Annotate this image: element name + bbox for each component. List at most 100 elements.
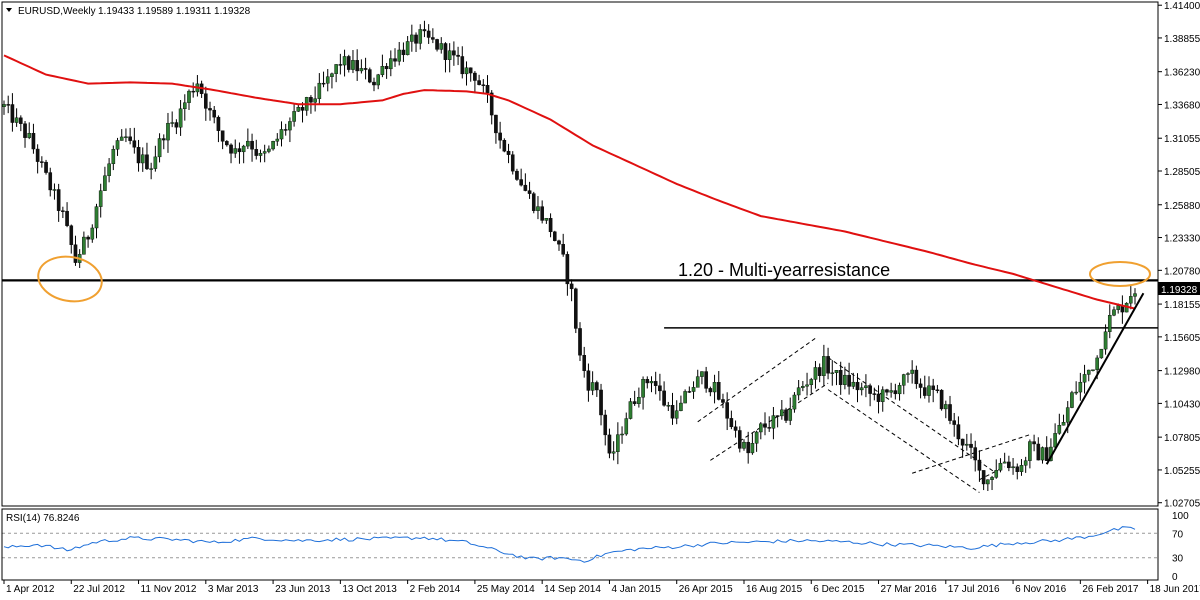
candle-bullish (1103, 331, 1108, 350)
candle-bullish (611, 451, 616, 454)
candle-bullish (1128, 296, 1133, 304)
candle-bullish (410, 34, 414, 42)
candle-bearish (645, 379, 650, 384)
candle-bullish (233, 148, 238, 154)
candle-bullish (418, 29, 423, 44)
candle-bearish (23, 123, 27, 138)
candle-bullish (27, 132, 32, 138)
candle-bullish (351, 60, 355, 70)
candle-bullish (94, 206, 99, 229)
candle-bearish (956, 424, 961, 440)
y-tick-label: 1.20780 (1164, 266, 1200, 277)
candle-bearish (502, 140, 507, 152)
candle-bearish (767, 427, 772, 429)
candle-bullish (389, 58, 393, 70)
candle-bullish (813, 367, 818, 380)
candle-bearish (725, 402, 729, 419)
y-tick-label: 1.31055 (1164, 134, 1200, 145)
candle-bullish (759, 423, 763, 433)
candle-bullish (910, 369, 914, 374)
candle-bearish (300, 107, 305, 111)
candle-bullish (666, 405, 671, 407)
candle-bearish (212, 109, 217, 118)
candle-bullish (90, 227, 95, 240)
candle-bearish (826, 356, 830, 374)
y-tick-label: 1.25880 (1164, 201, 1200, 212)
candle-bullish (1053, 433, 1057, 448)
candle-bullish (405, 41, 410, 56)
candle-bearish (973, 447, 978, 461)
candle-bearish (670, 405, 675, 419)
candle-bullish (439, 43, 444, 50)
candle-bearish (1032, 441, 1036, 445)
candle-bullish (834, 370, 839, 373)
candle-bullish (187, 90, 191, 103)
candle-bullish (780, 409, 784, 417)
candle-bullish (628, 401, 633, 419)
rsi-tick-label: 30 (1172, 554, 1184, 565)
candle-bullish (82, 236, 86, 255)
candle-bearish (939, 389, 944, 410)
candle-bullish (464, 67, 469, 75)
highlight-ellipse-current (1089, 261, 1151, 287)
candle-bearish (208, 108, 212, 111)
candle-bearish (401, 49, 406, 56)
candle-bullish (851, 381, 856, 387)
candle-bearish (204, 93, 208, 109)
candle-bearish (548, 218, 553, 233)
y-tick-label: 1.18155 (1164, 300, 1200, 311)
candle-bearish (586, 370, 591, 391)
candle-bearish (607, 434, 612, 454)
candle-bullish (2, 104, 6, 107)
rsi-panel (2, 526, 1158, 563)
candle-bearish (477, 80, 481, 85)
y-tick-label: 1.41400 (1164, 1, 1200, 12)
candle-bullish (246, 140, 250, 147)
candle-bullish (1057, 425, 1062, 434)
candle-bullish (880, 389, 885, 402)
candle-bearish (346, 56, 351, 70)
candle-bullish (927, 385, 931, 396)
candle-bullish (712, 382, 717, 393)
channel-up-top (697, 337, 816, 423)
candle-bearish (283, 129, 288, 131)
candle-bullish (674, 410, 679, 419)
moving-average-line (3, 54, 1136, 310)
candle-bullish (182, 102, 187, 110)
candle-bullish (679, 402, 683, 411)
candle-bearish (40, 161, 44, 163)
candle-bearish (161, 138, 166, 141)
candle-bullish (754, 431, 759, 444)
candle-bullish (897, 385, 902, 395)
candle-bearish (367, 69, 372, 83)
candle-bullish (14, 117, 19, 123)
candle-bearish (1036, 443, 1041, 461)
candle-bearish (523, 184, 528, 191)
candle-bullish (275, 138, 280, 142)
candle-bearish (931, 385, 935, 390)
candle-bearish (431, 37, 435, 40)
candle-bullish (313, 98, 317, 103)
candle-bearish (220, 130, 225, 142)
rsi-panel-frame (1, 508, 1159, 581)
y-tick-label: 1.15605 (1164, 333, 1200, 344)
candle-bullish (292, 111, 296, 122)
candle-bearish (468, 67, 473, 74)
candle-bearish (229, 144, 233, 154)
candle-bearish (557, 240, 561, 245)
candle-bullish (124, 136, 128, 138)
candle-bearish (658, 385, 662, 392)
candle-bearish (838, 370, 843, 385)
candle-bullish (170, 122, 174, 124)
candle-bullish (637, 397, 641, 404)
x-tick-label: 16 Aug 2015 (746, 584, 803, 595)
candle-bearish (876, 393, 881, 402)
candle-bullish (943, 404, 948, 410)
candle-bearish (250, 140, 254, 150)
candle-bullish (1133, 293, 1137, 297)
candle-bearish (309, 97, 313, 103)
candle-bullish (296, 107, 301, 112)
chart-header-symbol: EURUSD,Weekly (18, 6, 96, 17)
